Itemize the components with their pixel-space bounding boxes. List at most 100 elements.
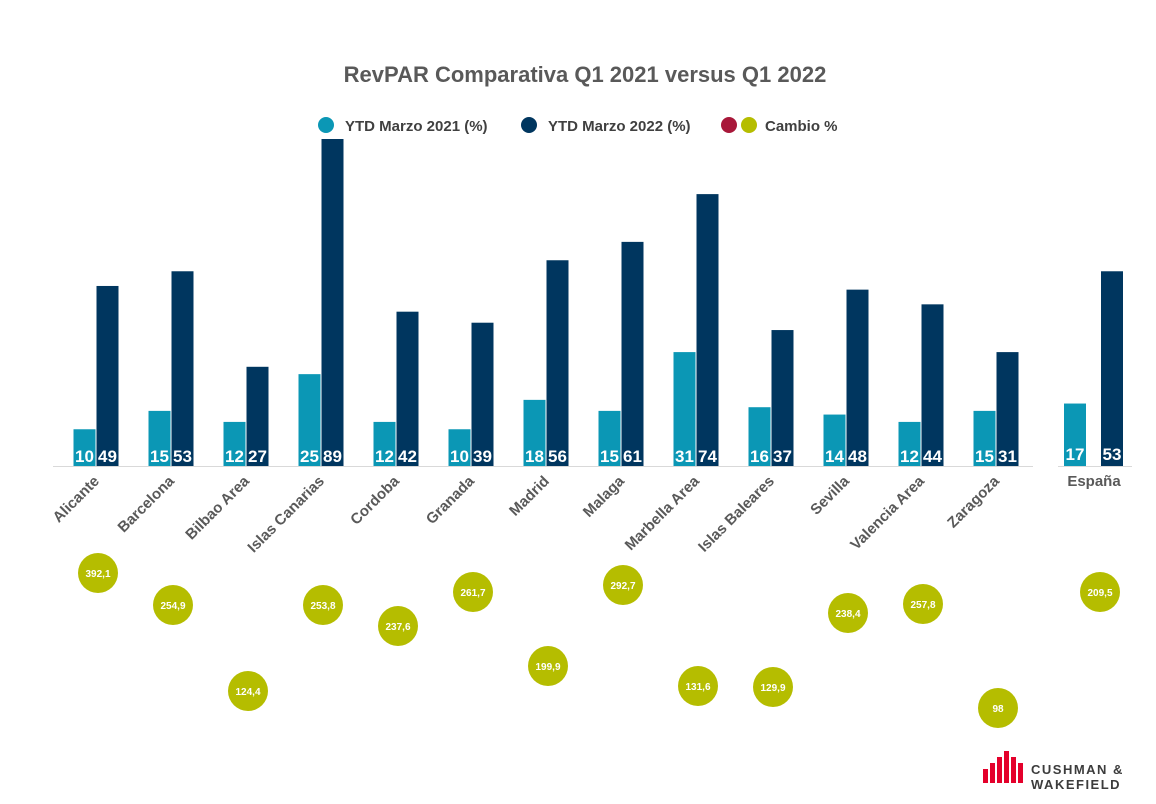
- category-label-sevilla: Sevilla: [807, 472, 853, 518]
- logo-line-1: CUSHMAN &: [1031, 762, 1124, 777]
- logo-bar: [983, 769, 988, 783]
- bar-espana-2021: [1064, 403, 1086, 466]
- category-label-barcelona: Barcelona: [115, 472, 179, 536]
- bar-label-barcelona-2022: 53: [173, 447, 192, 466]
- legend-label-2022: YTD Marzo 2022 (%): [548, 118, 691, 135]
- bar-label-valencia-area-2021: 12: [900, 447, 919, 466]
- change-label-sevilla: 238,4: [835, 609, 860, 620]
- bar-label-granada-2022: 39: [473, 447, 492, 466]
- change-label-madrid: 199,9: [535, 662, 560, 673]
- change-bubble-madrid: [528, 646, 568, 686]
- change-label-islas-canarias: 253,8: [310, 601, 335, 612]
- category-label-madrid: Madrid: [506, 473, 553, 520]
- category-label-bilbao-area: Bilbao Area: [182, 472, 253, 543]
- change-bubble-islas-baleares: [753, 667, 793, 707]
- bar-madrid-2022: [546, 260, 569, 466]
- bars-layer: [53, 139, 1132, 467]
- category-label-valencia-area: Valencia Area: [847, 472, 928, 553]
- bar-valencia-area-2022: [921, 304, 944, 466]
- bar-sevilla-2021: [823, 414, 846, 466]
- change-label-marbella-area: 131,6: [685, 682, 710, 693]
- bar-label-sevilla-2022: 48: [848, 447, 867, 466]
- bar-barcelona-2022: [171, 271, 194, 466]
- legend-label-2021: YTD Marzo 2021 (%): [345, 118, 488, 135]
- cushman-wakefield-logo: CUSHMAN & WAKEFIELD: [983, 751, 1124, 792]
- bar-label-islas-canarias-2022: 89: [323, 447, 342, 466]
- bar-islas-baleares-2021: [748, 407, 771, 466]
- bar-madrid-2021: [523, 399, 546, 466]
- change-label-malaga: 292,7: [610, 581, 635, 592]
- change-bubble-espana: [1080, 572, 1120, 612]
- category-label-alicante: Alicante: [50, 473, 103, 526]
- bar-marbella-area-2022: [696, 194, 719, 466]
- bar-label-madrid-2021: 18: [525, 447, 544, 466]
- bar-sevilla-2022: [846, 289, 869, 466]
- change-label-valencia-area: 257,8: [910, 600, 935, 611]
- category-label-marbella-area: Marbella Area: [622, 472, 704, 554]
- change-bubble-sevilla: [828, 593, 868, 633]
- bar-valencia-area-2021: [898, 421, 921, 466]
- change-label-cordoba: 237,6: [385, 622, 410, 633]
- bar-malaga-2021: [598, 410, 621, 466]
- bar-label-cordoba-2022: 42: [398, 447, 417, 466]
- bar-label-marbella-area-2021: 31: [675, 447, 694, 466]
- bar-label-cordoba-2021: 12: [375, 447, 394, 466]
- bar-islas-baleares-2022: [771, 330, 794, 466]
- logo-bar: [1011, 757, 1016, 783]
- bar-alicante-2021: [73, 429, 96, 466]
- chart-title: RevPAR Comparativa Q1 2021 versus Q1 202…: [344, 62, 827, 87]
- change-bubbles-layer: 392,1 254,9 124,4 253,8 237,6 261,7 199,9 292,7…: [78, 553, 1120, 728]
- bar-bilbao-area-2021: [223, 421, 246, 466]
- bar-label-valencia-area-2022: 44: [923, 447, 942, 466]
- bar-label-espana-2022: 53: [1103, 445, 1122, 464]
- change-bubble-islas-canarias: [303, 585, 343, 625]
- change-bubble-alicante: [78, 553, 118, 593]
- category-label-cordoba: Cordoba: [347, 472, 403, 528]
- bar-label-islas-canarias-2021: 25: [300, 447, 319, 466]
- bar-label-bilbao-area-2022: 27: [248, 447, 267, 466]
- bar-label-marbella-area-2022: 74: [698, 447, 717, 466]
- change-label-espana: 209,5: [1087, 588, 1112, 599]
- bar-label-sevilla-2021: 14: [825, 447, 844, 466]
- bar-label-zaragoza-2021: 15: [975, 447, 994, 466]
- bar-bilbao-area-2022: [246, 366, 269, 466]
- legend-swatch-2022: [521, 117, 537, 133]
- bar-alicante-2022: [96, 285, 119, 466]
- change-label-bilbao-area: 124,4: [235, 687, 260, 698]
- category-label-islas-baleares: Islas Baleares: [695, 473, 778, 556]
- change-bubble-marbella-area: [678, 666, 718, 706]
- bar-cordoba-2021: [373, 421, 396, 466]
- bar-label-alicante-2022: 49: [98, 447, 117, 466]
- bar-malaga-2022: [621, 241, 644, 466]
- bar-label-madrid-2022: 56: [548, 447, 567, 466]
- bar-espana-2022: [1101, 271, 1123, 466]
- change-bubble-barcelona: [153, 585, 193, 625]
- bar-label-islas-baleares-2021: 16: [750, 447, 769, 466]
- logo-line-2: WAKEFIELD: [1031, 777, 1121, 792]
- logo-bar: [990, 763, 995, 783]
- legend-swatch-change-red: [721, 117, 737, 133]
- change-bubble-valencia-area: [903, 584, 943, 624]
- logo-bar: [1018, 763, 1023, 783]
- category-label-islas-canarias: Islas Canarias: [244, 473, 327, 556]
- logo-bar: [1004, 751, 1009, 783]
- legend: YTD Marzo 2021 (%) YTD Marzo 2022 (%) Ca…: [318, 117, 838, 135]
- bar-zaragoza-2022: [996, 352, 1019, 466]
- bar-zaragoza-2021: [973, 410, 996, 466]
- change-label-granada: 261,7: [460, 588, 485, 599]
- logo-bar: [997, 757, 1002, 783]
- bar-label-espana-2021: 17: [1066, 445, 1085, 464]
- change-bubble-zaragoza: [978, 688, 1018, 728]
- logo-mark-icon: [983, 751, 1023, 783]
- bar-label-malaga-2022: 61: [623, 447, 642, 466]
- change-bubble-granada: [453, 572, 493, 612]
- bar-label-alicante-2021: 10: [75, 447, 94, 466]
- category-label-granada: Granada: [423, 472, 479, 528]
- bar-label-barcelona-2021: 15: [150, 447, 169, 466]
- bar-granada-2021: [448, 429, 471, 466]
- bar-label-malaga-2021: 15: [600, 447, 619, 466]
- bar-barcelona-2021: [148, 410, 171, 466]
- bar-islas-canarias-2021: [298, 374, 321, 466]
- category-label-espana: España: [1067, 473, 1121, 490]
